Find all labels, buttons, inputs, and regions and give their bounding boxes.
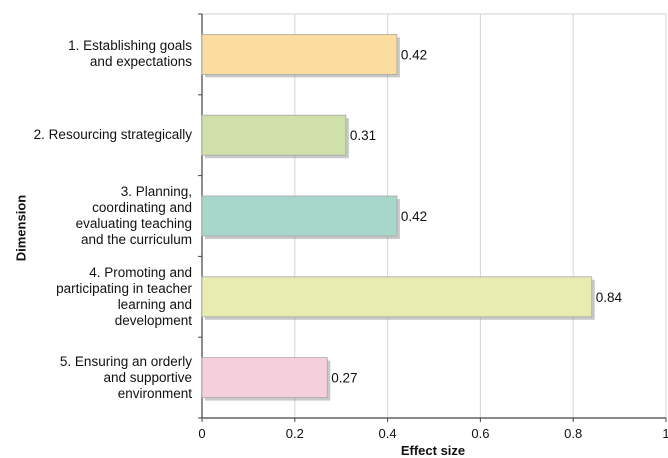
x-tick-label: 0.4 (379, 426, 397, 441)
bar (201, 276, 593, 318)
x-tick-label: 0 (198, 426, 205, 441)
x-tick-label: 0.6 (471, 426, 489, 441)
bar (201, 357, 328, 399)
category-label: 2. Resourcing strategically (33, 127, 192, 143)
x-tick-label: 1 (662, 426, 668, 441)
bar-value-label: 0.84 (596, 290, 623, 305)
bar (201, 34, 398, 75)
category-label: 5. Ensuring an orderly and supportive en… (59, 353, 192, 401)
bar-value-label: 0.42 (401, 47, 427, 62)
x-tick-label: 0.2 (286, 426, 304, 441)
bar-value-label: 0.42 (401, 209, 427, 224)
x-axis-title: Effect size (400, 443, 466, 458)
category-label: 4. Promoting and participating in teache… (56, 264, 192, 328)
bar-value-label: 0.27 (331, 371, 357, 386)
bar-value-label: 0.31 (350, 128, 376, 143)
category-label: 3. Planning, coordinating and evaluating… (75, 184, 192, 247)
category-label: 1. Establishing goals and expectations (68, 38, 192, 70)
y-axis-title: Dimension (13, 194, 29, 262)
bar (201, 195, 398, 237)
x-tick-label: 0.8 (564, 426, 582, 441)
bar (201, 114, 347, 156)
